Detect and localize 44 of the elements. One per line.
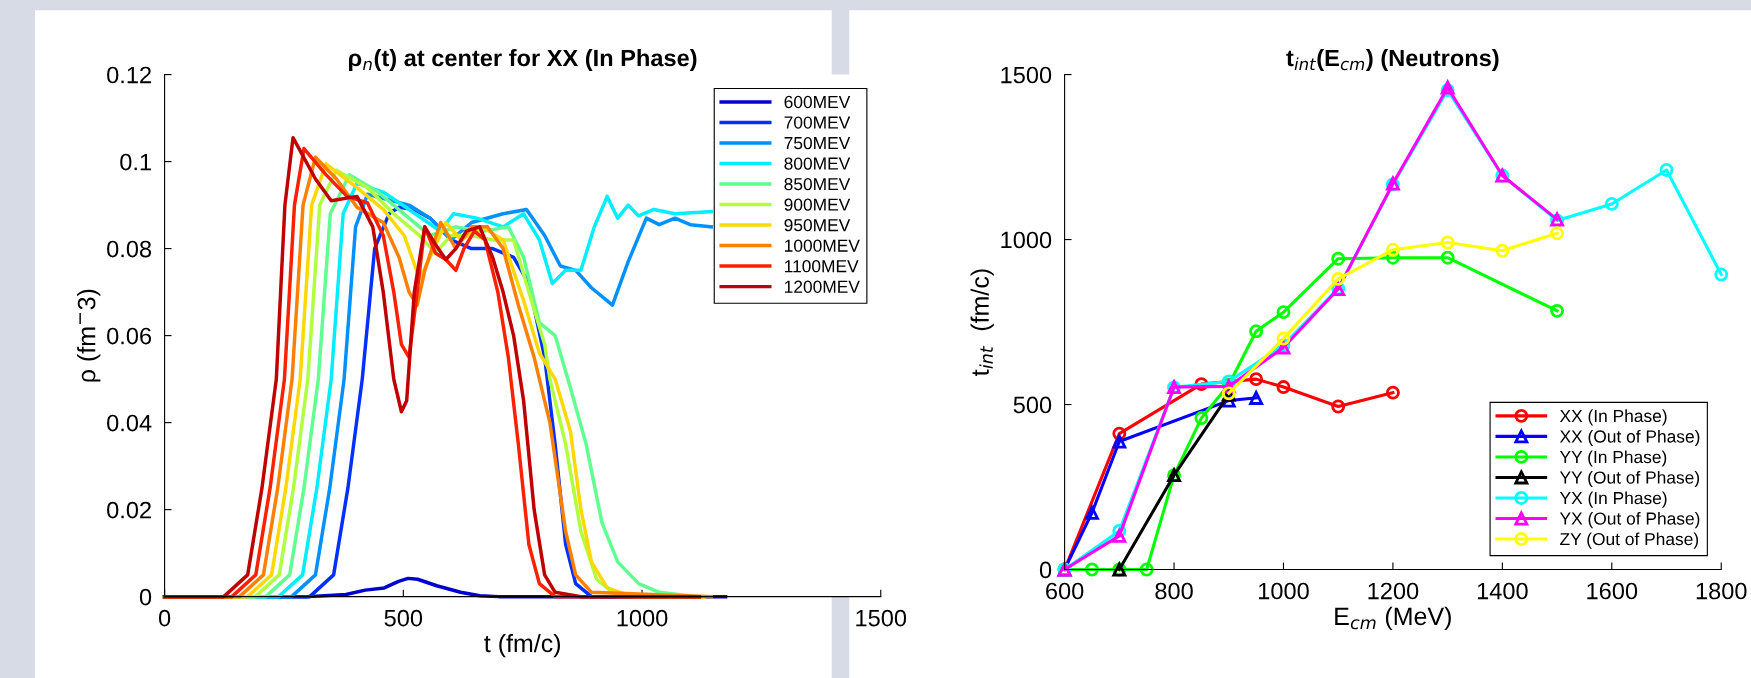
x-tick-label: 1200	[1368, 582, 1419, 600]
x-tick-label: 1500	[856, 609, 907, 627]
legend-label: 1000MEV	[785, 239, 860, 252]
x-tick-label: 1000	[1259, 582, 1309, 600]
y-tick-label: 1500	[1001, 66, 1052, 84]
legend-label: 900MEV	[784, 198, 851, 211]
legend-label: YY (In Phase)	[1559, 450, 1667, 467]
legend-label: 1200MEV	[785, 280, 860, 293]
y-tick-label: 0.08	[107, 240, 152, 258]
legend-label: 1100MEV	[785, 260, 859, 273]
x-tick-label: 600	[1046, 582, 1084, 600]
legend-label: 700MEV	[784, 116, 851, 129]
x-tick-label: 1800	[1696, 582, 1747, 600]
legend-label: XX (Out of Phase)	[1559, 429, 1700, 447]
x-axis-title: t (fm/c)	[484, 633, 560, 658]
chart-title: t$_{int}$(E$_{cm}$) (Neutrons)	[1286, 49, 1499, 72]
y-tick-label: 0.12	[107, 66, 151, 84]
y-axis-title: t$_{int}$ (fm/c)	[970, 269, 994, 376]
legend-label: ZY (Out of Phase)	[1560, 532, 1699, 549]
chart-title: ρ$_{n}$(t) at center for XX (In Phase)	[348, 49, 697, 72]
x-tick-label: 800	[1155, 582, 1193, 600]
x-axis-title: E$_{cm}$ (MeV)	[1335, 606, 1451, 631]
legend-label: YX (Out of Phase)	[1559, 511, 1700, 529]
x-tick-label: 1400	[1477, 582, 1528, 600]
legend-label: 600MEV	[784, 95, 851, 109]
legend-label: 800MEV	[784, 157, 851, 170]
legend-label: XX (In Phase)	[1559, 409, 1667, 426]
y-tick-label: 0.06	[107, 327, 152, 345]
x-tick-label: 500	[384, 609, 423, 627]
x-tick-label: 1000	[617, 609, 668, 627]
y-axis-title: ρ (fm$^{−}$3)	[77, 289, 101, 382]
legend-label: 950MEV	[784, 219, 851, 232]
y-tick-label: 0.1	[120, 153, 151, 171]
legend-label: YY (Out of Phase)	[1559, 470, 1700, 488]
legend-label: 750MEV	[784, 136, 851, 150]
legend-label: 850MEV	[784, 177, 851, 191]
y-tick-label: 0	[1039, 561, 1052, 579]
x-tick-label: 1600	[1587, 582, 1638, 600]
y-tick-label: 500	[1013, 396, 1052, 414]
x-tick-label: 0	[158, 609, 171, 627]
legend-label: YX (In Phase)	[1559, 491, 1667, 508]
y-tick-label: 1000	[1001, 231, 1052, 249]
y-tick-label: 0.04	[107, 414, 152, 432]
y-tick-label: 0.02	[107, 501, 151, 519]
